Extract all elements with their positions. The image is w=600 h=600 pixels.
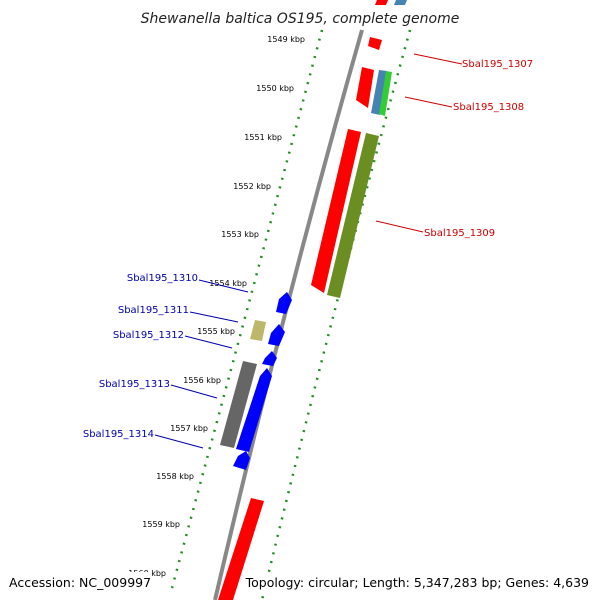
- tick-label: 1555 kbp: [197, 327, 235, 336]
- topology-text: Topology: circular; Length: 5,347,283 bp…: [245, 575, 589, 590]
- gene-arrow[interactable]: [233, 451, 250, 470]
- tick-label: 1550 kbp: [256, 84, 294, 93]
- tick-label: 1556 kbp: [183, 376, 221, 385]
- tick-label: 1557 kbp: [170, 424, 208, 433]
- gene-arrow[interactable]: [268, 324, 285, 346]
- gene-label[interactable]: Sbal195_1313: [99, 379, 170, 390]
- gene-arrow[interactable]: [250, 320, 266, 341]
- gene-arrow[interactable]: [276, 292, 292, 314]
- tick-label: 1554 kbp: [209, 279, 247, 288]
- gene-label[interactable]: Sbal195_1307: [462, 59, 533, 70]
- reverse-strand-features: [220, 292, 292, 470]
- inner-tick-ring: [170, 29, 324, 589]
- tick-label: 1558 kbp: [156, 472, 194, 481]
- gene-label[interactable]: Sbal195_1310: [127, 273, 198, 284]
- accession-text: Accession: NC_009997: [9, 575, 151, 590]
- gene-arrow[interactable]: [327, 133, 379, 298]
- tick-label: 1553 kbp: [221, 230, 259, 239]
- gene-arrow[interactable]: [394, 0, 407, 5]
- gene-arrow[interactable]: [371, 70, 387, 115]
- gene-arrow[interactable]: [375, 0, 388, 5]
- tick-label: 1552 kbp: [233, 182, 271, 191]
- gene-arrow[interactable]: [220, 361, 257, 448]
- forward-leader-lines: [375, 53, 463, 233]
- gene-label[interactable]: Sbal195_1311: [118, 305, 189, 316]
- gene-arrow[interactable]: [311, 129, 361, 293]
- gene-label[interactable]: Sbal195_1314: [83, 429, 154, 440]
- gene-label[interactable]: Sbal195_1309: [424, 228, 495, 239]
- topology-bg: [256, 572, 600, 594]
- tick-label: 1551 kbp: [244, 133, 282, 142]
- gene-arrow[interactable]: [379, 71, 392, 116]
- gene-arrow[interactable]: [356, 67, 374, 108]
- accession-bg: [0, 572, 150, 594]
- gene-arrow[interactable]: [262, 351, 277, 366]
- gene-arrow[interactable]: [368, 37, 382, 50]
- reverse-leader-lines: [154, 279, 249, 449]
- gene-label[interactable]: Sbal195_1312: [113, 330, 184, 341]
- gene-arrow[interactable]: [218, 498, 264, 600]
- genome-backbone: [213, 29, 364, 600]
- gene-arrow[interactable]: [236, 368, 272, 452]
- gene-label[interactable]: Sbal195_1308: [453, 102, 524, 113]
- tick-label: 1549 kbp: [267, 35, 305, 44]
- map-title: Shewanella baltica OS195, complete genom…: [141, 11, 460, 27]
- tick-label: 1559 kbp: [142, 520, 180, 529]
- forward-strand-features: [218, 0, 407, 600]
